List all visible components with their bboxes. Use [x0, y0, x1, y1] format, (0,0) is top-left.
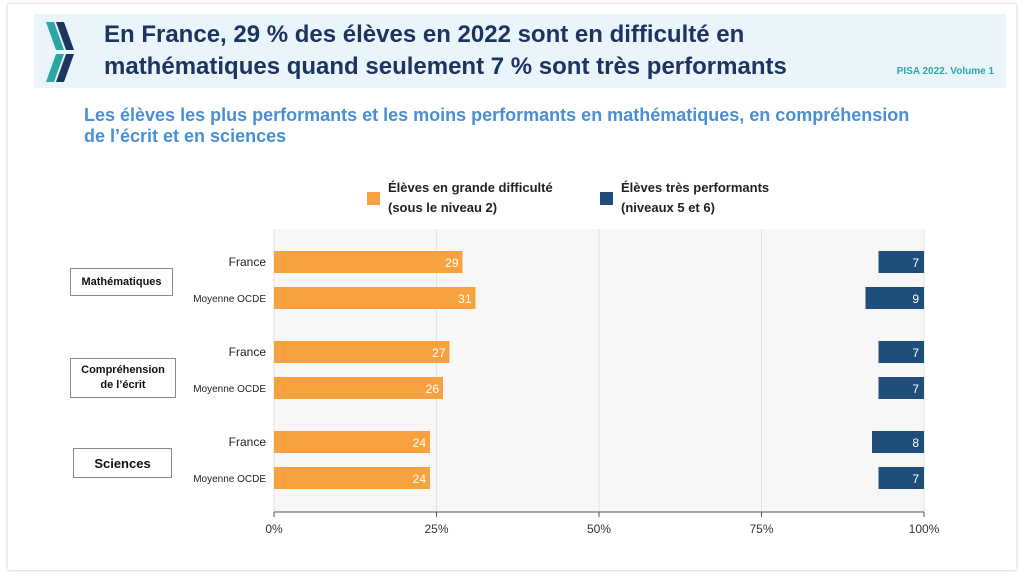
- source-label: PISA 2022. Volume 1: [896, 66, 994, 77]
- bar-high-label: 7: [912, 256, 919, 270]
- legend-label-high: Élèves très performants (niveaux 5 et 6): [621, 180, 770, 215]
- bar-high: [878, 377, 924, 399]
- bar-low: [274, 431, 430, 453]
- bar-low-label: 26: [426, 382, 440, 396]
- chart-subtitle: Les élèves les plus performants et les m…: [84, 105, 910, 146]
- group-label-science: Sciences: [73, 448, 172, 478]
- bar-high-label: 9: [912, 292, 919, 306]
- x-tick-label: 0%: [265, 522, 283, 536]
- bar-low-label: 24: [413, 436, 427, 450]
- x-tick-label: 75%: [749, 522, 773, 536]
- category-label: Moyenne OCDE: [193, 384, 266, 395]
- bar-low: [274, 341, 450, 363]
- bar-high: [878, 341, 924, 363]
- bar-high: [878, 251, 924, 273]
- category-label: France: [229, 435, 267, 449]
- group-label-math: Mathématiques: [70, 268, 173, 296]
- bar-low-label: 27: [432, 346, 446, 360]
- bar-low: [274, 467, 430, 489]
- x-tick-label: 50%: [587, 522, 611, 536]
- bar-high: [865, 287, 924, 309]
- page-title: En France, 29 % des élèves en 2022 sont …: [104, 21, 787, 80]
- legend-swatch-low: [367, 192, 380, 205]
- category-label: France: [229, 345, 267, 359]
- bar-high-label: 7: [912, 382, 919, 396]
- bar-high-label: 7: [912, 472, 919, 486]
- bar-low-label: 24: [413, 472, 427, 486]
- bar-high-label: 7: [912, 346, 919, 360]
- bar-low-label: 29: [445, 256, 459, 270]
- x-tick-label: 25%: [424, 522, 448, 536]
- category-label: Moyenne OCDE: [193, 474, 266, 485]
- bar-low: [274, 377, 443, 399]
- bar-low: [274, 251, 463, 273]
- bar-low-label: 31: [458, 292, 472, 306]
- bar-low: [274, 287, 476, 309]
- category-label: France: [229, 255, 267, 269]
- legend-swatch-high: [600, 192, 613, 205]
- oecd-logo: [46, 22, 74, 82]
- group-label-reading: Compréhension de l’écrit: [70, 358, 176, 398]
- bar-high-label: 8: [912, 436, 919, 450]
- x-tick-label: 100%: [909, 522, 940, 536]
- bar-high: [878, 467, 924, 489]
- header-banner: En France, 29 % des élèves en 2022 sont …: [34, 14, 1006, 88]
- legend-label-low: Élèves en grande difficulté (sous le niv…: [388, 180, 553, 215]
- bar-high: [872, 431, 924, 453]
- category-label: Moyenne OCDE: [193, 294, 266, 305]
